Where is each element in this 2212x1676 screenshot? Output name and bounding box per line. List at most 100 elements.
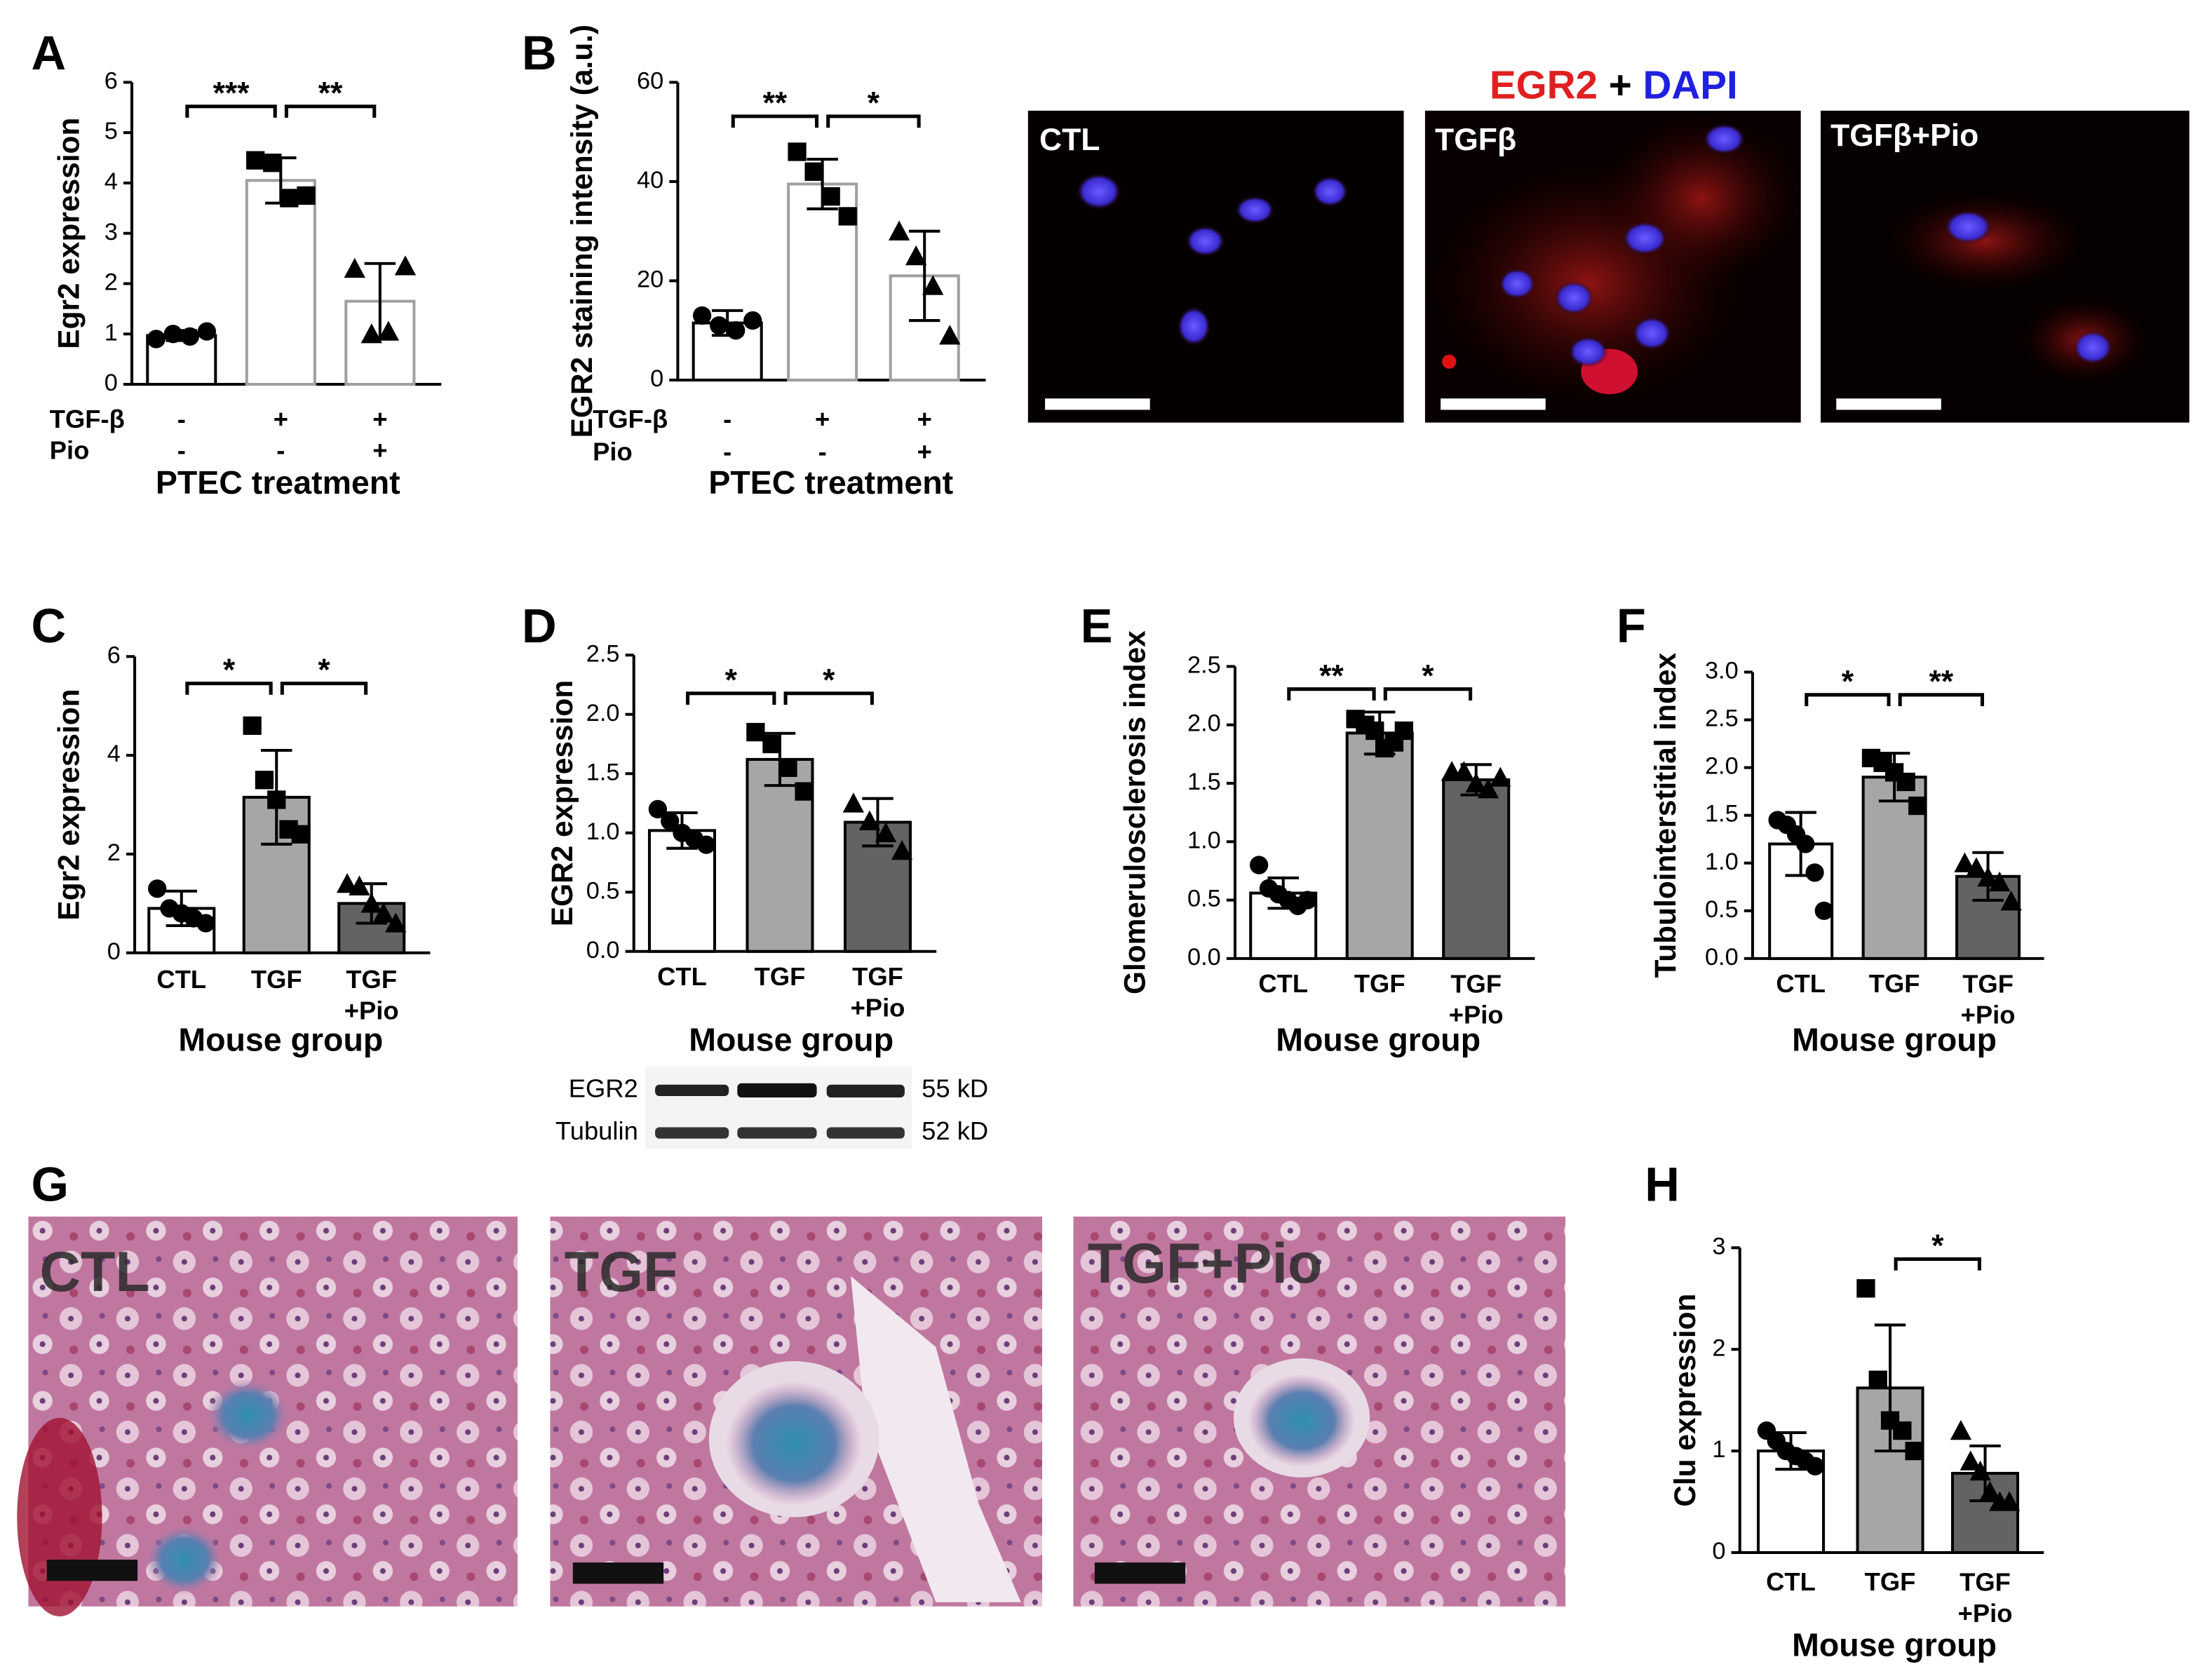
blot-size: 52 kD [922, 1116, 988, 1145]
x-axis-label: PTEC treatment [156, 464, 400, 501]
data-point [858, 810, 881, 830]
x-tick-label: TGF +Pio [851, 962, 905, 1022]
x-tick-label: TGF [1865, 1567, 1916, 1596]
significance-label: * [1931, 1229, 1944, 1263]
y-tick-label: 0.0 [586, 937, 620, 964]
data-point [1868, 1370, 1887, 1389]
bar-chart: E 0.0 0.5 1.0 1.5 2.0 2.5 Glomerulosclerosis in… [1081, 599, 1535, 1057]
data-point [1965, 857, 1988, 877]
y-tick-label: 1.0 [586, 818, 620, 845]
panel-letter: H [1645, 1158, 1680, 1212]
fluor-image [1424, 110, 1801, 423]
x-tick-label: CTL [156, 965, 206, 994]
y-tick-label: 2.0 [586, 700, 620, 727]
y-tick-label: 0.0 [1705, 944, 1739, 971]
y-axis-label: Glomerulosclerosis index [1119, 630, 1152, 994]
bar-chart: F 0.0 0.5 1.0 1.5 2.0 2.5 3.0 Tubulointerstitial… [1617, 599, 2044, 1057]
x-tick-label: TGF [755, 962, 806, 991]
y-axis-label: Clu expression [1668, 1294, 1701, 1507]
treatment-mark: - [177, 405, 186, 433]
histology-image [1073, 1216, 1566, 1607]
y-tick-label: 2.0 [1187, 710, 1221, 737]
data-point [246, 151, 265, 170]
data-point [1805, 863, 1824, 882]
y-axis-label: EGR2 staining intensity (a.u.) [565, 25, 598, 438]
significance-label: ** [318, 76, 343, 110]
y-axis-label: Egr2 expression [52, 118, 85, 349]
data-point [1490, 766, 1511, 787]
data-point [692, 306, 712, 325]
data-point [1796, 834, 1815, 853]
data-point [804, 162, 823, 181]
data-point [743, 311, 762, 330]
data-point [1954, 852, 1976, 872]
bar-chart: B 0 20 40 60 EGR2 staining intensity (a.u.) PT… [522, 25, 986, 501]
data-point [696, 835, 716, 854]
treatment-mark: - [723, 438, 731, 466]
data-point [1977, 866, 1999, 887]
data-point [875, 822, 897, 842]
data-point [795, 782, 814, 801]
stain-dapi: DAPI [1643, 62, 1738, 107]
data-point [1908, 796, 1927, 816]
x-tick-label: CTL [1776, 969, 1826, 998]
significance-label: ** [1319, 658, 1344, 693]
stain-plus: + [1609, 62, 1632, 107]
x-tick-label: TGF [1354, 969, 1405, 998]
significance-bracket [1898, 693, 1984, 706]
bar [1442, 778, 1511, 960]
significance-bracket [1805, 693, 1891, 706]
y-tick-label: 4 [107, 741, 121, 767]
data-point [939, 325, 961, 345]
treatment-mark: + [815, 405, 830, 433]
y-tick-label: 1 [1712, 1436, 1725, 1463]
data-point [263, 154, 282, 173]
blot-size: 55 kD [922, 1074, 988, 1102]
y-tick-label: 6 [104, 67, 118, 94]
bar-chart: D 0.0 0.5 1.0 1.5 2.0 2.5 EGR2 expression Mouse … [522, 599, 937, 1057]
significance-bracket [280, 682, 368, 695]
data-point [360, 323, 382, 344]
data-point [349, 875, 370, 896]
histology-image [550, 1216, 1043, 1607]
y-tick-label: 2 [107, 839, 121, 866]
x-tick-label: TGF [251, 965, 302, 994]
x-axis-label: Mouse group [178, 1021, 383, 1057]
significance-label: * [868, 86, 880, 120]
data-point [888, 220, 910, 241]
x-axis-label: PTEC treatment [708, 464, 953, 501]
y-tick-label: 0 [104, 370, 118, 396]
y-tick-label: 2.5 [1705, 705, 1739, 732]
y-tick-label: 1 [104, 319, 118, 346]
data-point [821, 187, 840, 206]
y-tick-label: 0 [107, 938, 121, 965]
panel-letter: A [31, 26, 66, 80]
data-point [838, 207, 857, 226]
data-point [648, 799, 668, 819]
y-tick-label: 20 [637, 266, 663, 293]
significance-bracket [185, 104, 277, 118]
y-tick-label: 1.5 [1187, 769, 1221, 795]
y-tick-label: 2.0 [1705, 753, 1739, 780]
data-point [1998, 1491, 2021, 1511]
panel-letter: F [1617, 599, 1646, 653]
x-tick-label: TGF +Pio [1958, 1567, 2013, 1627]
data-point [344, 257, 365, 278]
data-point [1893, 1421, 1912, 1440]
treatment-mark: - [818, 438, 827, 466]
data-point [1960, 1450, 1981, 1471]
treatment-mark: + [372, 436, 387, 465]
data-point [163, 325, 182, 344]
significance-bracket [1383, 687, 1473, 701]
fluor-label: TGFβ [1435, 123, 1516, 157]
treatment-mark: + [274, 405, 288, 433]
data-point [148, 879, 167, 898]
y-tick-label: 0 [1712, 1538, 1725, 1565]
data-point [377, 320, 400, 341]
significance-label: * [318, 653, 330, 687]
fluor-label: TGFβ+Pio [1830, 119, 1978, 153]
x-axis-label: Mouse group [1276, 1021, 1481, 1057]
data-point [1950, 1419, 1972, 1440]
data-point [360, 893, 382, 913]
